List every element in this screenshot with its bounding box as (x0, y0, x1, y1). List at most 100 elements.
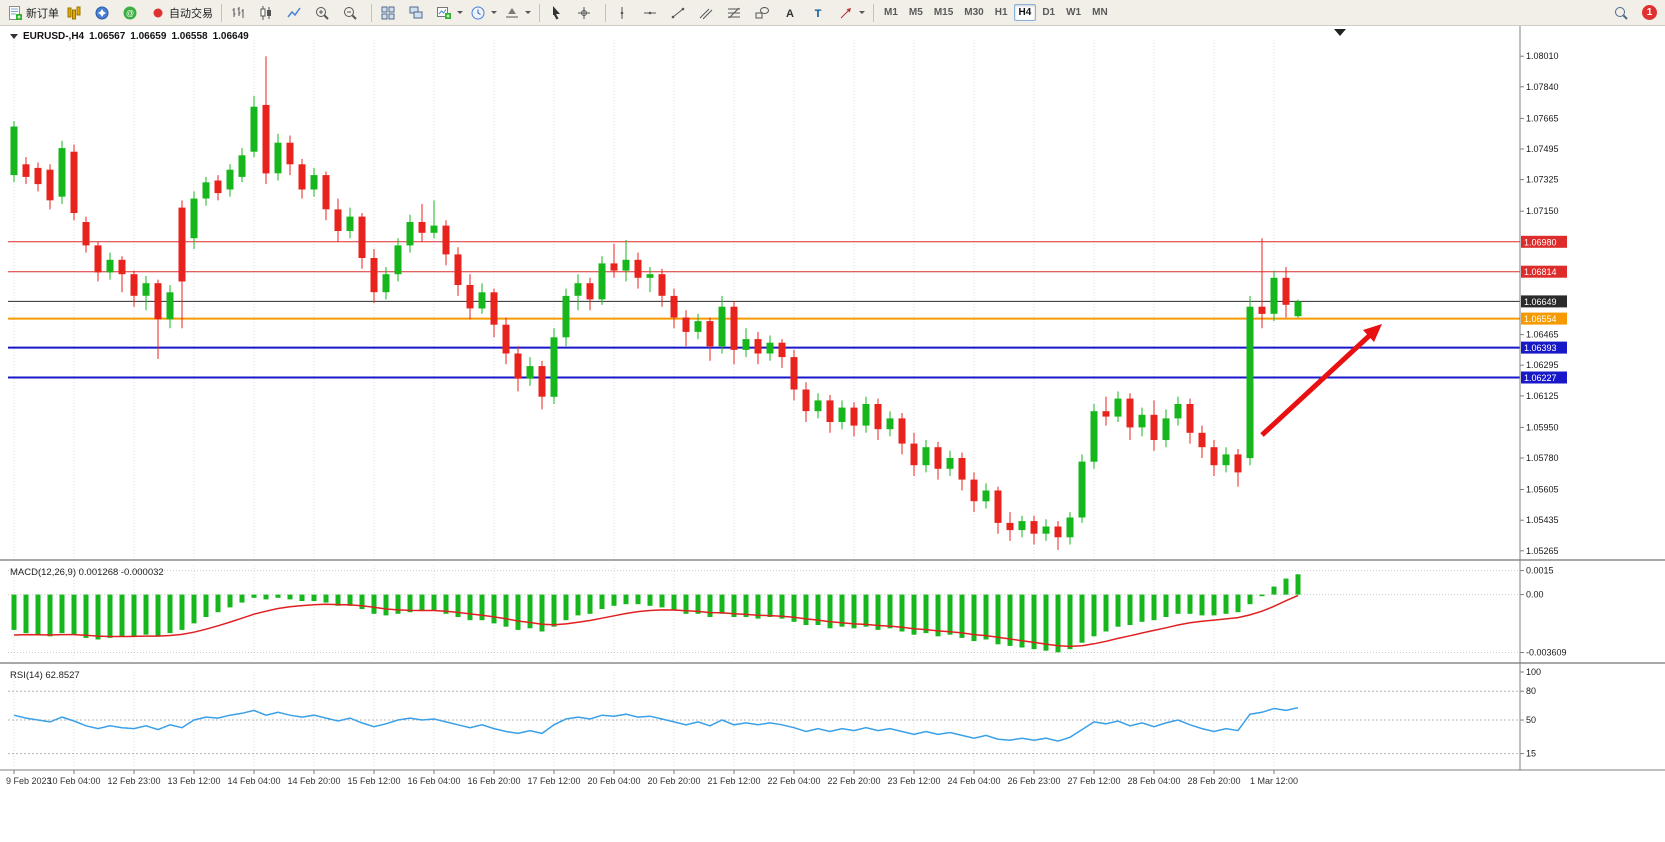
timeframe-d1-button[interactable]: D1 (1042, 7, 1056, 18)
trendline-button[interactable] (667, 1, 694, 24)
toolbar-separator (221, 3, 222, 22)
time-axis-label: 28 Feb 20:00 (1187, 776, 1240, 786)
time-axis-label: 20 Feb 04:00 (587, 776, 640, 786)
chart-high-value: 1.06659 (130, 31, 167, 42)
timeframe-m5-button[interactable]: M5 (908, 7, 923, 18)
price-scale-label: 1.06465 (1526, 330, 1559, 340)
rsi-scale-label: 50 (1526, 715, 1536, 725)
chart-window: EURUSD-,H4 1.06567 1.06659 1.06558 1.066… (0, 26, 1665, 842)
time-axis-label: 28 Feb 04:00 (1127, 776, 1180, 786)
timeframe-h4-button[interactable]: H4 (1013, 4, 1037, 21)
time-axis-label: 20 Feb 20:00 (647, 776, 700, 786)
tile-windows-button[interactable] (377, 1, 404, 24)
label-icon: T (810, 5, 826, 21)
new-chart-icon (436, 5, 452, 21)
chart-open-value: 1.06567 (89, 31, 126, 42)
chart-shift-marker[interactable] (1334, 29, 1346, 36)
market-watch-button[interactable] (63, 1, 90, 24)
zoom-out-icon (342, 5, 358, 21)
rsi-panel: 100 80 50 15 RSI(14) 62.8527 (8, 667, 1541, 759)
vertical-line-button[interactable] (611, 1, 638, 24)
bid-price-line-price-tag (1521, 295, 1567, 308)
bid-price-line-price-tag-label: 1.06649 (1524, 297, 1557, 307)
chevron-down-icon (491, 11, 497, 14)
horizontal-line-button[interactable] (639, 1, 666, 24)
autotrading-icon (150, 5, 166, 21)
candlestick-icon (258, 5, 274, 21)
rsi-scale-label: 100 (1526, 667, 1541, 677)
support-line-blue-1-price-tag (1521, 341, 1567, 354)
tile-icon (380, 5, 396, 21)
timeframe-w1-button[interactable]: W1 (1066, 7, 1082, 18)
timeframe-m30-button[interactable]: M30 (964, 7, 984, 18)
candlestick-chart-button[interactable] (255, 1, 282, 24)
time-axis-label: 12 Feb 23:00 (107, 776, 160, 786)
hline-icon (642, 5, 658, 21)
shift-icon (504, 5, 520, 21)
zoom-out-button[interactable] (339, 1, 366, 24)
time-axis-label: 14 Feb 20:00 (287, 776, 340, 786)
price-scale-label: 1.07150 (1526, 206, 1559, 216)
terminal-icon: @ (122, 5, 138, 21)
fibonacci-button[interactable] (723, 1, 750, 24)
support-line-orange-price-tag (1521, 312, 1567, 325)
autotrading-button[interactable]: 自动交易 (147, 1, 216, 24)
cursor-icon (548, 5, 564, 21)
terminal-button[interactable]: @ (119, 1, 146, 24)
time-axis-label: 13 Feb 12:00 (167, 776, 220, 786)
crosshair-button[interactable] (573, 1, 600, 24)
new-chart-button[interactable] (433, 1, 466, 24)
timeframe-m15-button[interactable]: M15 (933, 7, 954, 18)
timeframe-m1-button[interactable]: M1 (884, 7, 898, 18)
new-order-button[interactable]: 新订单 (4, 1, 62, 24)
notification-badge[interactable]: 1 (1642, 5, 1657, 20)
label-button[interactable]: T (807, 1, 834, 24)
chart-low-value: 1.06558 (171, 31, 208, 42)
chevron-down-icon (457, 11, 463, 14)
auto-scroll-button[interactable] (467, 1, 500, 24)
bar-chart-button[interactable] (227, 1, 254, 24)
crosshair-icon (576, 5, 592, 21)
timeframe-h1-button[interactable]: H1 (994, 7, 1008, 18)
zoom-in-button[interactable] (311, 1, 338, 24)
line-chart-icon (286, 5, 302, 21)
chevron-down-icon (859, 11, 865, 14)
rsi-indicator-title: RSI(14) 62.8527 (10, 670, 80, 681)
time-axis-label: 1 Mar 12:00 (1250, 776, 1298, 786)
grid-layer (13, 40, 1275, 768)
bar-chart-icon (230, 5, 246, 21)
price-scale-label: 1.07495 (1526, 144, 1559, 154)
macd-signal-line (13, 594, 1299, 648)
chart-symbol-period: EURUSD-,H4 (23, 31, 85, 42)
cascade-windows-button[interactable] (405, 1, 432, 24)
resistance-line-1-price-tag (1521, 235, 1567, 248)
timeframe-mn-button[interactable]: MN (1092, 7, 1108, 18)
chart-collapse-icon[interactable] (10, 34, 18, 39)
clock-icon (470, 5, 486, 21)
autotrading-button-label: 自动交易 (169, 7, 213, 20)
text-button[interactable]: A (779, 1, 806, 24)
market-watch-icon (66, 5, 82, 21)
channel-button[interactable] (695, 1, 722, 24)
search-button[interactable] (1610, 1, 1637, 24)
rsi-scale-label: 15 (1526, 749, 1536, 759)
svg-text:@: @ (126, 9, 134, 18)
price-chart-canvas[interactable]: 0.0015 0.00 -0.003609 MACD(12,26,9) 0.00126… (0, 26, 1665, 842)
cursor-button[interactable] (545, 1, 572, 24)
macd-indicator-title: MACD(12,26,9) 0.001268 -0.000032 (10, 567, 164, 578)
cascade-icon (408, 5, 424, 21)
price-scale[interactable]: 1.08010 1.07840 1.07665 1.07495 1.07325 1.071… (1520, 51, 1567, 556)
line-chart-button[interactable] (283, 1, 310, 24)
time-axis-label: 23 Feb 12:00 (887, 776, 940, 786)
rsi-line (13, 706, 1299, 742)
shapes-button[interactable] (751, 1, 778, 24)
arrows-button[interactable] (835, 1, 868, 24)
navigator-button[interactable] (91, 1, 118, 24)
chart-close-value: 1.06649 (212, 31, 249, 42)
trend-arrow-annotation[interactable] (1260, 324, 1382, 437)
text-icon: A (782, 5, 798, 21)
navigator-icon (94, 5, 110, 21)
chart-shift-button[interactable] (501, 1, 534, 24)
